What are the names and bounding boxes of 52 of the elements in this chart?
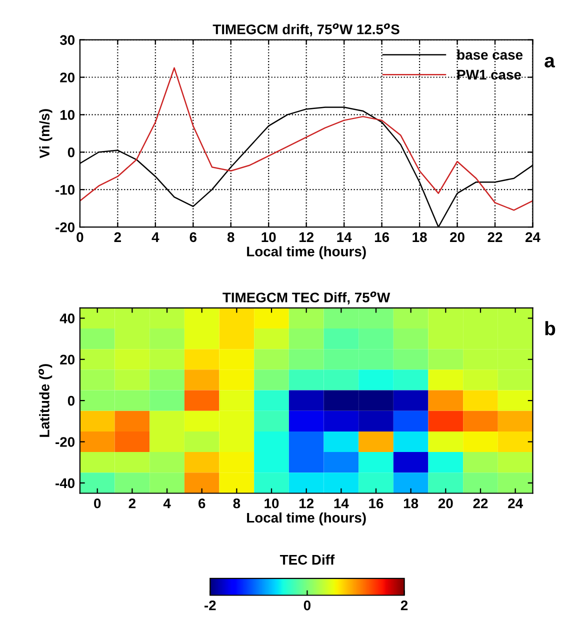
y-axis-title: Latitude ($^{o}$) <box>38 364 52 437</box>
x-tick-label: 18 <box>412 232 427 242</box>
x-tick-label: 2 <box>128 498 136 508</box>
x-tick-label: 20 <box>450 232 464 242</box>
x-tick-label: 6 <box>198 498 206 508</box>
x-tick-label: 0 <box>94 498 101 508</box>
text: a <box>544 56 555 68</box>
x-tick-label: 8 <box>233 498 240 508</box>
y-tick-label: 10 <box>60 110 75 120</box>
x-tick-label: 16 <box>369 498 384 508</box>
x-tick-label: 24 <box>526 232 540 242</box>
chart-title: TIMEGCM TEC Diff, 75$^{o}$W <box>222 292 390 304</box>
x-tick-label: 0 <box>76 232 84 242</box>
color-bar-title: TEC Diff <box>280 554 335 565</box>
x-tick-label: 8 <box>227 232 234 242</box>
x-tick-label: 4 <box>152 232 160 242</box>
x-tick-label: 10 <box>262 232 276 242</box>
x-tick-label: 14 <box>337 232 352 242</box>
y-tick-label: -40 <box>56 478 75 488</box>
x-tick-label: 16 <box>374 232 390 242</box>
color-bar-label: 0 <box>304 600 310 610</box>
x-tick-label: 24 <box>508 498 523 508</box>
x-tick-label: 18 <box>404 498 418 508</box>
x-tick-label: 20 <box>438 498 453 508</box>
chart-title: TIMEGCM drift, 75$^{o}$W 12.5$^{o}$S <box>212 23 400 36</box>
x-tick-label: 22 <box>473 498 488 508</box>
y-tick-label: -10 <box>56 184 75 195</box>
line-series <box>80 67 533 211</box>
color-bar-label: 2 <box>400 600 408 610</box>
x-tick-label: 10 <box>264 498 279 508</box>
x-tick-label: 22 <box>488 232 502 242</box>
x-tick-label: 6 <box>190 232 196 242</box>
y-tick-label: -20 <box>56 222 75 232</box>
y-tick-label: -20 <box>56 437 75 447</box>
legend-label: base case <box>458 50 523 60</box>
x-tick-label: 12 <box>299 498 314 508</box>
x-tick-label: 2 <box>114 232 121 242</box>
y-tick-label: 20 <box>60 72 75 82</box>
x-axis-title: Local time (hours) <box>247 512 366 526</box>
y-tick-label: 40 <box>60 314 75 324</box>
y-tick-label: 20 <box>60 354 75 365</box>
y-tick-label: 0 <box>68 396 75 406</box>
x-tick-label: 12 <box>299 232 314 242</box>
y-tick-label: 0 <box>68 147 75 158</box>
x-tick-label: 4 <box>163 498 171 508</box>
y-tick-label: 30 <box>60 35 75 45</box>
x-axis-title: Local time (hours) <box>247 246 366 260</box>
color-bar-label: -2 <box>204 600 216 610</box>
x-tick-label: 14 <box>334 498 349 508</box>
text: b <box>545 321 556 336</box>
legend-label: PW1 case <box>458 70 521 80</box>
y-axis-title: Vi (m/s) <box>39 109 52 158</box>
